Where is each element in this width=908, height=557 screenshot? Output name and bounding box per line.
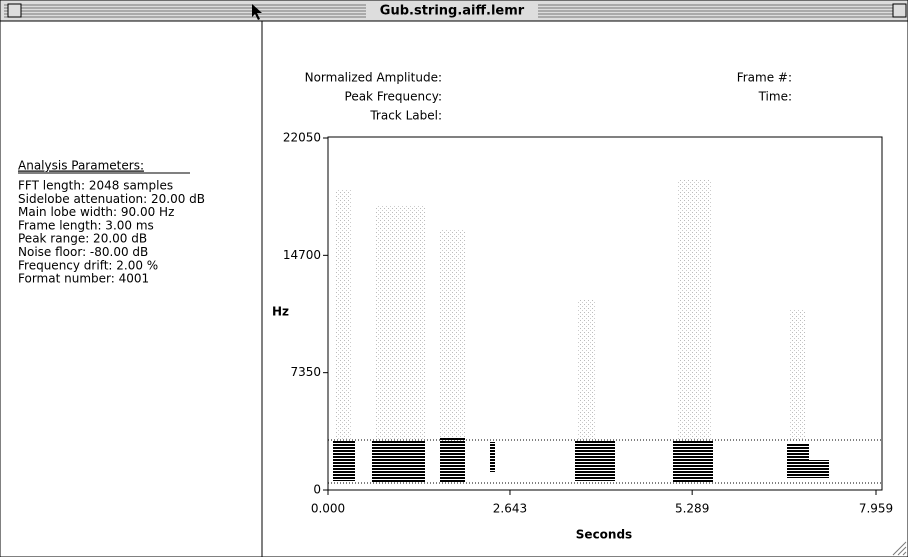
parameter: Frame length: 3.00 ms xyxy=(18,218,154,232)
readout-label: Normalized Amplitude: xyxy=(305,71,442,85)
x-axis-label: Seconds xyxy=(576,528,632,542)
y-tick-label: 22050 xyxy=(283,131,321,145)
parameter: Format number: 4001 xyxy=(18,272,149,286)
y-tick-label: 7350 xyxy=(290,365,321,379)
parameter: Main lobe width: 90.00 Hz xyxy=(18,205,174,219)
y-axis-label: Hz xyxy=(272,305,289,319)
title-bar: Gub.string.aiff.lemr xyxy=(0,0,908,22)
parameter: FFT length: 2048 samples xyxy=(18,179,173,193)
readout-label: Time: xyxy=(758,90,792,104)
cursor xyxy=(252,4,262,20)
parameter: Frequency drift: 2.00 % xyxy=(18,258,158,272)
y-tick-label: 14700 xyxy=(283,248,321,262)
params-heading: Analysis Parameters: xyxy=(18,159,144,173)
parameter: Sidelobe attenuation: 20.00 dB xyxy=(18,192,205,206)
close-box[interactable] xyxy=(7,3,22,18)
parameter: Noise floor: -80.00 dB xyxy=(18,245,148,259)
window-title: Gub.string.aiff.lemr xyxy=(380,4,525,19)
parameter: Peak range: 20.00 dB xyxy=(18,232,147,246)
spectrogram-image xyxy=(333,180,829,482)
x-tick-label: 0.000 xyxy=(311,502,345,516)
readout-label: Frame #: xyxy=(737,71,792,85)
readout-label: Peak Frequency: xyxy=(345,90,442,104)
x-tick-label: 5.289 xyxy=(675,502,709,516)
y-tick-label: 0 xyxy=(313,483,321,497)
x-tick-label: 2.643 xyxy=(493,502,527,516)
resize-grip[interactable] xyxy=(892,541,907,556)
zoom-box[interactable] xyxy=(892,3,907,18)
selection xyxy=(328,439,882,484)
readout-label: Track Label: xyxy=(369,109,442,123)
x-tick-label: 7.959 xyxy=(859,502,893,516)
